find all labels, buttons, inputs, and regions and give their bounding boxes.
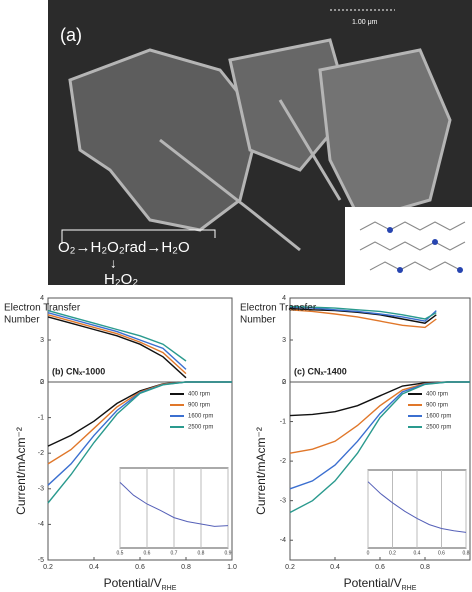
x-tick-label: 0.2 <box>285 564 295 571</box>
x-axis-label-sub: RHE <box>402 585 417 592</box>
panel-annotation: (c) CNₓ-1400 <box>294 366 347 376</box>
y-tick-label: -3 <box>38 486 44 493</box>
x-tick-label: 1.0 <box>227 564 237 571</box>
y-tick-label: -1 <box>38 414 44 421</box>
y-tick-label: -4 <box>38 521 44 528</box>
y-tick-label: 4 <box>40 295 44 302</box>
legend-label: 2500 rpm <box>426 425 451 431</box>
figure: (a) 1.00 μm O₂→H₂O₂rad→H₂O ↓ H₂O₂ 234Ele… <box>0 0 472 592</box>
panel-label: (a) <box>60 25 82 45</box>
y-tick-label: -2 <box>38 450 44 457</box>
scale-label: 1.00 μm <box>352 19 378 26</box>
y-tick-label: -1 <box>280 418 286 425</box>
y-axis-label: Number <box>4 315 40 326</box>
y-axis-label: Electron Transfer <box>240 303 317 314</box>
legend-label: 900 rpm <box>188 403 210 409</box>
y-axis-label: Current/mAcm⁻² <box>14 427 28 515</box>
reaction-bottom: H₂O₂ <box>104 271 138 288</box>
legend-label: 1600 rpm <box>426 414 451 420</box>
x-axis-label-sub: RHE <box>162 585 177 592</box>
x-tick-label: 0.8 <box>181 564 191 571</box>
x-tick-label: 0.9 <box>225 550 232 556</box>
x-axis-label: Potential/VRHE <box>344 576 417 592</box>
y-tick-label: -5 <box>38 557 44 564</box>
legend-label: 2500 rpm <box>188 425 213 431</box>
x-tick-label: 0.4 <box>89 564 99 571</box>
legend-label: 400 rpm <box>188 392 210 398</box>
x-tick-label: 0.8 <box>198 550 205 556</box>
x-tick-label: 0.6 <box>144 550 151 556</box>
x-tick-label: 0 <box>367 550 370 556</box>
x-tick-label: 0.6 <box>438 550 445 556</box>
y-axis-label: Number <box>240 315 276 326</box>
x-tick-label: 0.2 <box>389 550 396 556</box>
x-axis-label-main: Potential/V <box>344 576 402 590</box>
y-axis-label: Current/mAcm⁻² <box>254 427 268 515</box>
y-tick-label: 3 <box>282 337 286 344</box>
x-tick-label: 0.8 <box>420 564 430 571</box>
y-axis-label: Electron Transfer <box>4 303 81 314</box>
reaction-top: O₂→H₂O₂rad→H₂O <box>58 239 190 256</box>
x-tick-label: 0.8 <box>463 550 470 556</box>
x-tick-label: 0.7 <box>171 550 178 556</box>
graphene-inset <box>345 207 472 285</box>
x-axis-label-main: Potential/V <box>104 576 162 590</box>
y-tick-label: 4 <box>282 295 286 302</box>
y-tick-label: -4 <box>280 537 286 544</box>
x-tick-label: 0.4 <box>414 550 421 556</box>
x-axis-label: Potential/VRHE <box>104 576 177 592</box>
y-tick-label: -2 <box>280 458 286 465</box>
y-tick-label: -3 <box>280 498 286 505</box>
x-tick-label: 0.6 <box>375 564 385 571</box>
y-tick-label: 0 <box>282 379 286 386</box>
x-tick-label: 0.2 <box>43 564 53 571</box>
legend-label: 900 rpm <box>426 403 448 409</box>
y-tick-label: 0 <box>40 379 44 386</box>
x-tick-label: 0.6 <box>135 564 145 571</box>
legend-label: 1600 rpm <box>188 414 213 420</box>
x-tick-label: 0.4 <box>330 564 340 571</box>
panel-annotation: (b) CNₓ-1000 <box>52 366 105 376</box>
x-tick-label: 0.5 <box>117 550 124 556</box>
legend-label: 400 rpm <box>426 392 448 398</box>
y-tick-label: 3 <box>40 337 44 344</box>
reaction-arrow: ↓ <box>110 255 117 270</box>
